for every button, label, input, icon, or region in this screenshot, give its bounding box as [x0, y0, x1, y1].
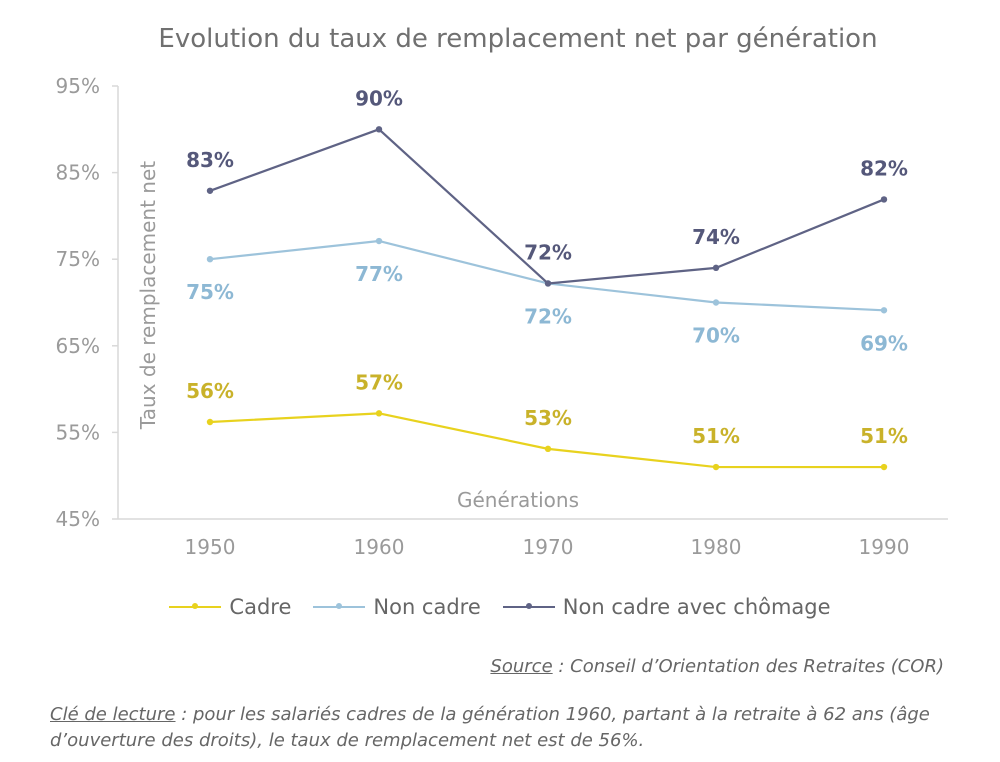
- reading-key-text: : pour les salariés cadres de la générat…: [50, 704, 930, 751]
- data-point[interactable]: [206, 256, 214, 263]
- source-note: Source : Conseil d’Orientation des Retra…: [490, 656, 944, 677]
- line-chart: Evolution du taux de remplacement net pa…: [56, 24, 948, 559]
- legend-label: Cadre: [229, 595, 292, 619]
- data-label: 83%: [186, 148, 234, 172]
- x-tick-label: 1970: [523, 535, 574, 559]
- series-non-cadre: 75% 77% 72% 70% 69%: [186, 237, 908, 355]
- y-tick-label: 55%: [56, 420, 100, 444]
- legend-label: Non cadre avec chômage: [562, 595, 831, 619]
- data-point[interactable]: [206, 187, 214, 194]
- data-label: 75%: [186, 280, 234, 304]
- reading-key-link[interactable]: Clé de lecture: [50, 704, 176, 725]
- legend-item[interactable]: Non cadre avec chômage: [502, 595, 831, 619]
- data-label: 69%: [860, 331, 908, 355]
- legend-swatch: [313, 603, 366, 609]
- data-point[interactable]: [544, 445, 552, 453]
- data-label: 53%: [524, 406, 572, 430]
- data-label: 77%: [355, 262, 403, 286]
- data-label: 51%: [692, 424, 740, 448]
- data-point[interactable]: [544, 280, 552, 287]
- data-point[interactable]: [880, 307, 888, 314]
- data-label: 56%: [186, 379, 234, 403]
- reading-key: Clé de lecture : pour les salariés cadre…: [50, 702, 950, 754]
- data-label: 72%: [524, 304, 572, 328]
- x-tick-label: 1960: [354, 535, 405, 559]
- y-tick-label: 95%: [56, 74, 100, 98]
- series-non-cadre-avec-ch-mage: 83% 90% 72% 74% 82%: [186, 86, 908, 287]
- data-point[interactable]: [206, 418, 214, 426]
- data-label: 82%: [860, 156, 908, 180]
- data-point[interactable]: [880, 463, 888, 471]
- y-tick-label: 65%: [56, 334, 100, 358]
- legend-item[interactable]: Non cadre: [313, 595, 481, 619]
- data-point[interactable]: [375, 237, 383, 245]
- data-point[interactable]: [712, 463, 720, 471]
- data-label: 70%: [692, 324, 740, 348]
- data-point[interactable]: [375, 126, 383, 133]
- source-text: : Conseil d’Orientation des Retraites (C…: [552, 656, 944, 677]
- x-tick-label: 1950: [185, 535, 236, 559]
- legend-item[interactable]: Cadre: [169, 595, 291, 619]
- data-point[interactable]: [880, 196, 888, 203]
- chart-title: Evolution du taux de remplacement net pa…: [158, 24, 877, 54]
- x-tick-label: 1990: [859, 535, 910, 559]
- x-tick-label: 1980: [691, 535, 742, 559]
- y-tick-label: 75%: [56, 247, 100, 271]
- data-label: 90%: [355, 86, 403, 110]
- legend: Cadre Non cadre Non cadre avec chômage: [0, 590, 1000, 624]
- legend-swatch: [502, 603, 555, 609]
- data-point[interactable]: [712, 264, 720, 272]
- data-point[interactable]: [712, 299, 720, 306]
- data-label: 51%: [860, 424, 908, 448]
- y-tick-label: 45%: [56, 507, 100, 531]
- data-label: 74%: [692, 225, 740, 249]
- legend-label: Non cadre: [373, 595, 481, 619]
- data-label: 72%: [524, 240, 572, 264]
- y-axis-title: Taux de remplacement net: [136, 161, 160, 430]
- x-axis-title: Générations: [457, 488, 579, 512]
- data-label: 57%: [355, 370, 403, 394]
- data-point[interactable]: [375, 410, 383, 417]
- source-link[interactable]: Source: [490, 656, 553, 677]
- series-cadre: 56% 57% 53% 51% 51%: [186, 370, 908, 471]
- y-tick-label: 85%: [56, 161, 100, 185]
- legend-swatch: [169, 603, 222, 609]
